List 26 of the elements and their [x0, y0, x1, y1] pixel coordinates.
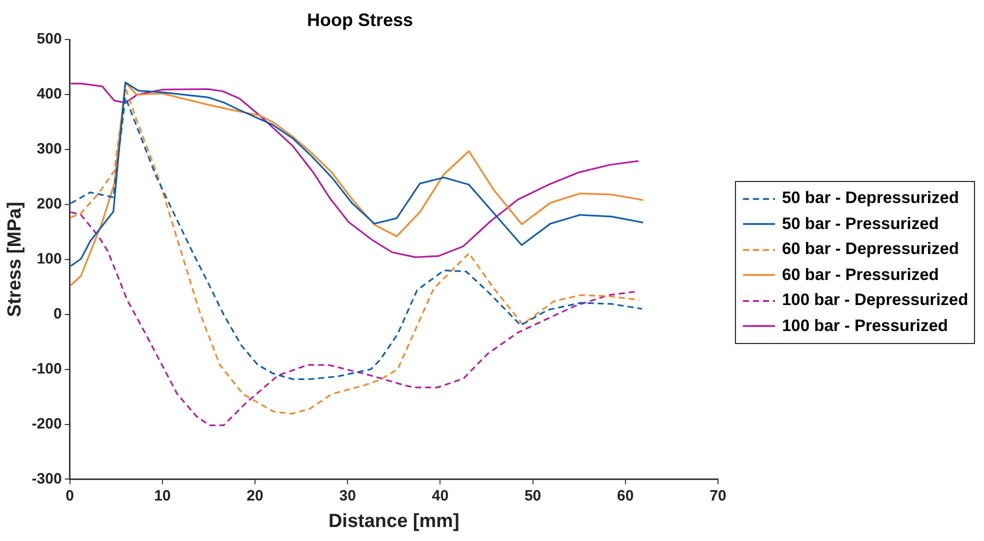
x-tick-label: 50 — [524, 487, 542, 504]
y-axis-title: Stress [MPa] — [4, 202, 26, 317]
y-tick-label: 100 — [36, 250, 62, 268]
legend-label: 50 bar - Depressurized — [782, 189, 959, 208]
legend-label: 100 bar - Pressurized — [782, 316, 948, 336]
legend-label: 60 bar - Pressurized — [782, 266, 939, 285]
x-tick-label: 40 — [432, 487, 449, 504]
x-tick-label: 60 — [617, 487, 634, 504]
legend-label: 50 bar - Pressurized — [782, 214, 939, 234]
x-tick-label: 20 — [246, 487, 264, 504]
y-tick-label: 200 — [36, 196, 62, 213]
chart-title: Hoop Stress — [306, 10, 414, 30]
x-tick-label: 10 — [154, 487, 171, 504]
y-tick-label: 0 — [53, 305, 62, 322]
x-tick-label: 0 — [66, 487, 74, 504]
y-tick-label: 500 — [36, 30, 62, 48]
x-tick-label: 70 — [710, 487, 726, 504]
y-tick-label: -100 — [32, 360, 62, 378]
y-tick-label: 400 — [36, 86, 62, 103]
x-axis-title: Distance [mm] — [328, 510, 460, 532]
legend-label: 100 bar - Depressurized — [782, 291, 968, 310]
x-tick-label: 30 — [339, 487, 356, 504]
y-tick-label: 300 — [36, 140, 62, 158]
y-tick-label: -300 — [32, 470, 62, 488]
y-tick-label: -200 — [32, 415, 62, 432]
legend-label: 60 bar - Depressurized — [782, 240, 959, 260]
